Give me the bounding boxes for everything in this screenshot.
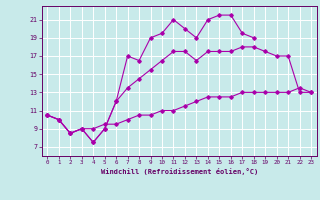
- X-axis label: Windchill (Refroidissement éolien,°C): Windchill (Refroidissement éolien,°C): [100, 168, 258, 175]
